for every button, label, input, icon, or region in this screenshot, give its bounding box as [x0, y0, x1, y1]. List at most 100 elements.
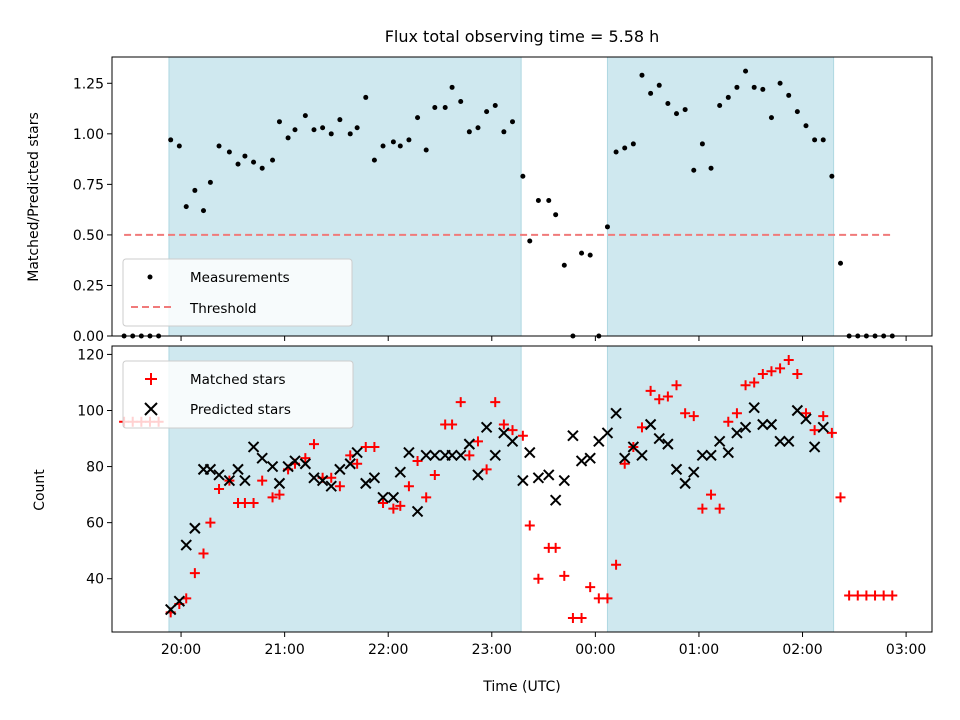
measurement-point [527, 238, 533, 244]
matched-stars-point [706, 489, 717, 500]
predicted-stars-point [164, 603, 177, 616]
y-tick-label: 0.00 [73, 329, 104, 345]
predicted-stars-point [289, 455, 301, 467]
top-panel: 0.00 0.25 0.50 0.75 1.00 1.25 Flux total obse… [26, 27, 933, 345]
y-tick-label: 0.50 [73, 228, 104, 244]
y-tick-label: 1.25 [73, 76, 104, 92]
predicted-stars-point [213, 469, 225, 481]
measurement-point [484, 109, 490, 115]
measurement-point [838, 260, 844, 266]
measurement-point [501, 129, 507, 135]
matched-stars-point [352, 458, 363, 469]
measurement-point [320, 125, 326, 131]
predicted-stars-point [731, 427, 743, 439]
matched-stars-point [267, 492, 278, 503]
matched-stars-point [714, 503, 725, 514]
predicted-stars-point [334, 463, 346, 476]
bottom-y-ticks: 40 60 80 100 120 [77, 347, 112, 588]
predicted-stars-point [601, 427, 614, 439]
top-y-ticks: 0.00 0.25 0.50 0.75 1.00 1.25 [73, 76, 112, 345]
top-legend: Measurements Threshold [122, 258, 353, 327]
matched-stars-point [645, 385, 656, 396]
measurement-point [691, 167, 697, 173]
y-tick-label: 120 [77, 347, 104, 363]
bottom-legend-box [122, 360, 354, 429]
predicted-stars-point [446, 449, 458, 462]
legend-predicted-label: Predicted stars [190, 402, 291, 418]
matched-stars-point [378, 498, 389, 509]
bottom-x-axis-label: Time (UTC) [482, 679, 560, 695]
bottom-axes-frame [111, 345, 933, 633]
y-tick-label: 60 [86, 516, 104, 532]
matched-stars-point [388, 503, 399, 514]
x-tick-label: 20:00 [161, 642, 201, 658]
y-tick-label: 80 [86, 460, 104, 476]
legend-matched-marker [145, 373, 157, 385]
matched-stars-point [326, 472, 337, 483]
predicted-stars-point [368, 472, 381, 484]
predicted-stars-point [463, 438, 476, 450]
matched-stars-point [360, 441, 371, 452]
y-tick-label: 100 [77, 403, 104, 419]
matched-stars-point [334, 481, 345, 492]
measurement-point [622, 145, 628, 151]
predicted-stars-point [593, 435, 605, 448]
matched-stars-point [559, 570, 570, 581]
predicted-stars-point [558, 474, 571, 487]
measurement-point [639, 72, 645, 78]
matched-stars-point [852, 590, 863, 601]
measurement-point [743, 68, 749, 74]
matched-stars-point [455, 397, 466, 408]
predicted-stars-point [403, 446, 415, 459]
measurement-point [207, 179, 213, 185]
predicted-stars-point [472, 469, 484, 481]
predicted-stars-point [636, 449, 648, 462]
x-tick-label: 21:00 [264, 642, 304, 658]
measurement-point [699, 141, 705, 147]
measurement-point [423, 147, 429, 153]
measurement-point [708, 165, 714, 171]
legend-matched-label: Matched stars [190, 372, 286, 388]
matched-stars-point [826, 427, 837, 438]
predicted-stars-point [549, 494, 562, 506]
measurement-point [492, 103, 498, 109]
measurement-point [390, 139, 396, 145]
measurement-point [466, 129, 472, 135]
matched-stars-point [533, 573, 544, 584]
measurement-point [751, 84, 757, 90]
predicted-stars-point [584, 452, 596, 464]
predicted-stars-point [299, 458, 312, 470]
x-tick-label: 01:00 [679, 642, 719, 658]
predicted-stars-point [517, 474, 529, 487]
matched-stars-point [524, 520, 535, 531]
matched-stars-point [369, 441, 380, 452]
y-tick-label: 1.00 [73, 127, 104, 143]
measurement-point [311, 127, 317, 133]
measurement-point [337, 117, 343, 123]
predicted-stars-point [524, 446, 536, 459]
measurement-point [458, 98, 464, 104]
matched-stars-point [611, 559, 622, 570]
measurement-point [347, 131, 353, 137]
matched-stars-point [861, 590, 872, 601]
matched-stars-point [274, 489, 285, 500]
matched-stars-point [214, 484, 225, 494]
predicted-stars-point [204, 463, 217, 476]
matched-stars-point [248, 498, 259, 509]
predicted-stars-point [266, 460, 279, 473]
shaded-interval-2 [607, 57, 834, 336]
predicted-stars-point [567, 430, 579, 442]
matched-stars-point [740, 380, 751, 391]
predicted-stars-point [420, 449, 432, 462]
y-tick-label: 40 [86, 572, 104, 588]
matched-stars-point [619, 458, 630, 469]
predicted-stars-point [273, 477, 286, 490]
matched-stars-point [593, 593, 604, 604]
measurement-point [380, 143, 386, 149]
x-tick-label: 22:00 [368, 642, 408, 658]
measurement-point [251, 159, 257, 165]
predicted-stars-point [532, 472, 545, 484]
predicted-stars-point [748, 401, 760, 414]
matched-stars-point [550, 542, 561, 553]
legend-measurements-marker [147, 274, 153, 280]
